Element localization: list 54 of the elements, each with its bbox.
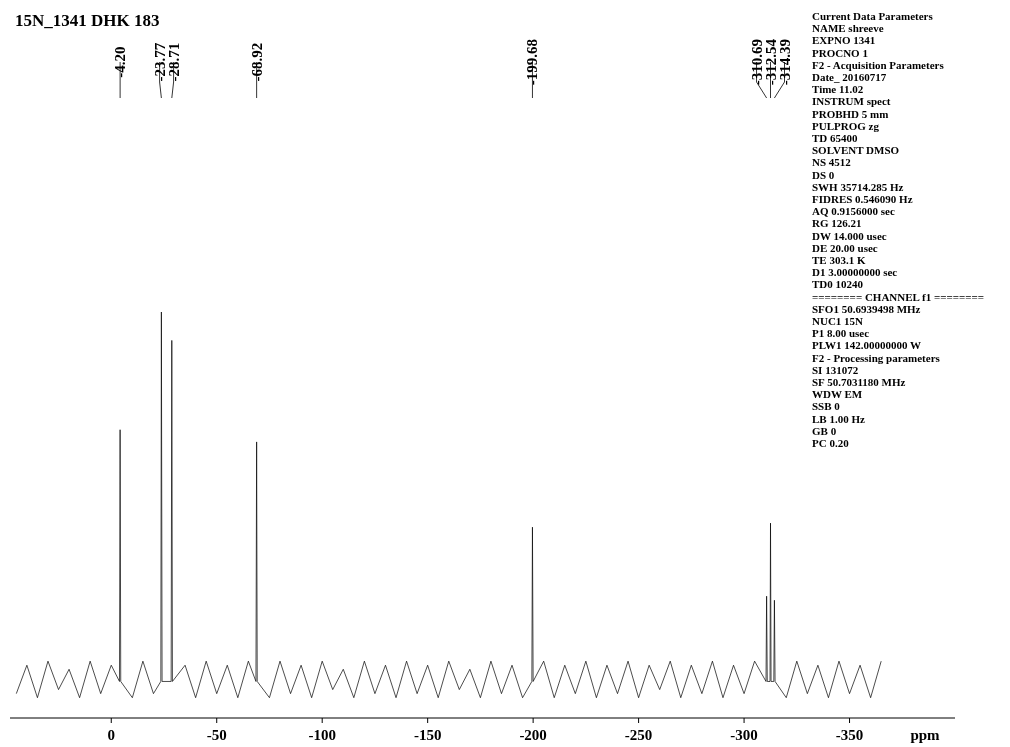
annotation: SF 50.7031180 MHz [812,376,906,388]
annotation: P1 8.00 usec [812,327,870,340]
text: DW 14.000 usec [812,229,887,242]
x-tick-label: -200 [519,727,547,743]
chart-title: 15N_1341 DHK 183 [15,11,160,30]
x-tick-label: 0 [107,727,115,743]
text: TD 65400 [812,132,859,144]
annotation: SFO1 50.6939498 MHz [812,302,921,315]
text: TD0 10240 [812,278,864,291]
text: FIDRES 0.546090 Hz [812,193,913,205]
annotation: WDW EM [812,388,863,401]
text: EXPNO 1341 [812,34,876,47]
text: -4.20 [112,46,129,78]
text: RG 126.21 [812,217,862,230]
text: -199.68 [524,38,541,86]
text: DE 20.00 usec [812,241,878,254]
annotation: NUC1 15N [812,315,864,327]
x-tick-label: -350 [835,727,864,743]
text: SWH 35714.285 Hz [812,180,904,193]
annotation: GB 0 [812,424,837,437]
text: AQ 0.9156000 sec [812,205,895,218]
annotation: PLW1 142.00000000 W [812,339,922,352]
text: -312.54 [762,38,779,86]
x-tick-label: -100 [308,727,336,743]
text: -68.92 [248,42,265,82]
text: -23.77 [151,42,168,82]
text: Time 11.02 [812,83,864,96]
text: PROCNO 1 [812,46,868,59]
text: DS 0 [812,168,835,181]
text: PULPROG zg [812,119,880,132]
text: PROBHD 5 mm [812,107,889,120]
text: -314.39 [776,38,793,86]
annotation: F2 - Processing parameters [812,351,941,364]
text: -28.71 [165,42,182,82]
annotation: PC 0.20 [812,437,850,449]
text: -310.69 [748,38,765,86]
text: Date_ 20160717 [812,71,887,83]
annotation: SSB 0 [812,400,841,413]
text: TE 303.1 K [812,254,866,266]
text: NAME shreeve [812,22,884,35]
x-axis-title: ppm [910,727,941,743]
x-tick-label: -50 [206,727,227,743]
x-tick-label: -300 [730,727,758,743]
text: D1 3.00000000 sec [812,266,898,279]
text: ======== CHANNEL f1 ======== [812,290,985,303]
text: INSTRUM spect [812,95,891,108]
annotation: SI 131072 [812,363,859,376]
x-tick-label: -150 [413,727,442,743]
text: Current Data Parameters [812,10,934,22]
x-tick-label: -250 [624,727,653,743]
text: SOLVENT DMSO [812,144,900,157]
annotation: LB 1.00 Hz [812,412,865,425]
text: F2 - Acquisition Parameters [812,58,945,71]
text: NS 4512 [812,156,852,169]
